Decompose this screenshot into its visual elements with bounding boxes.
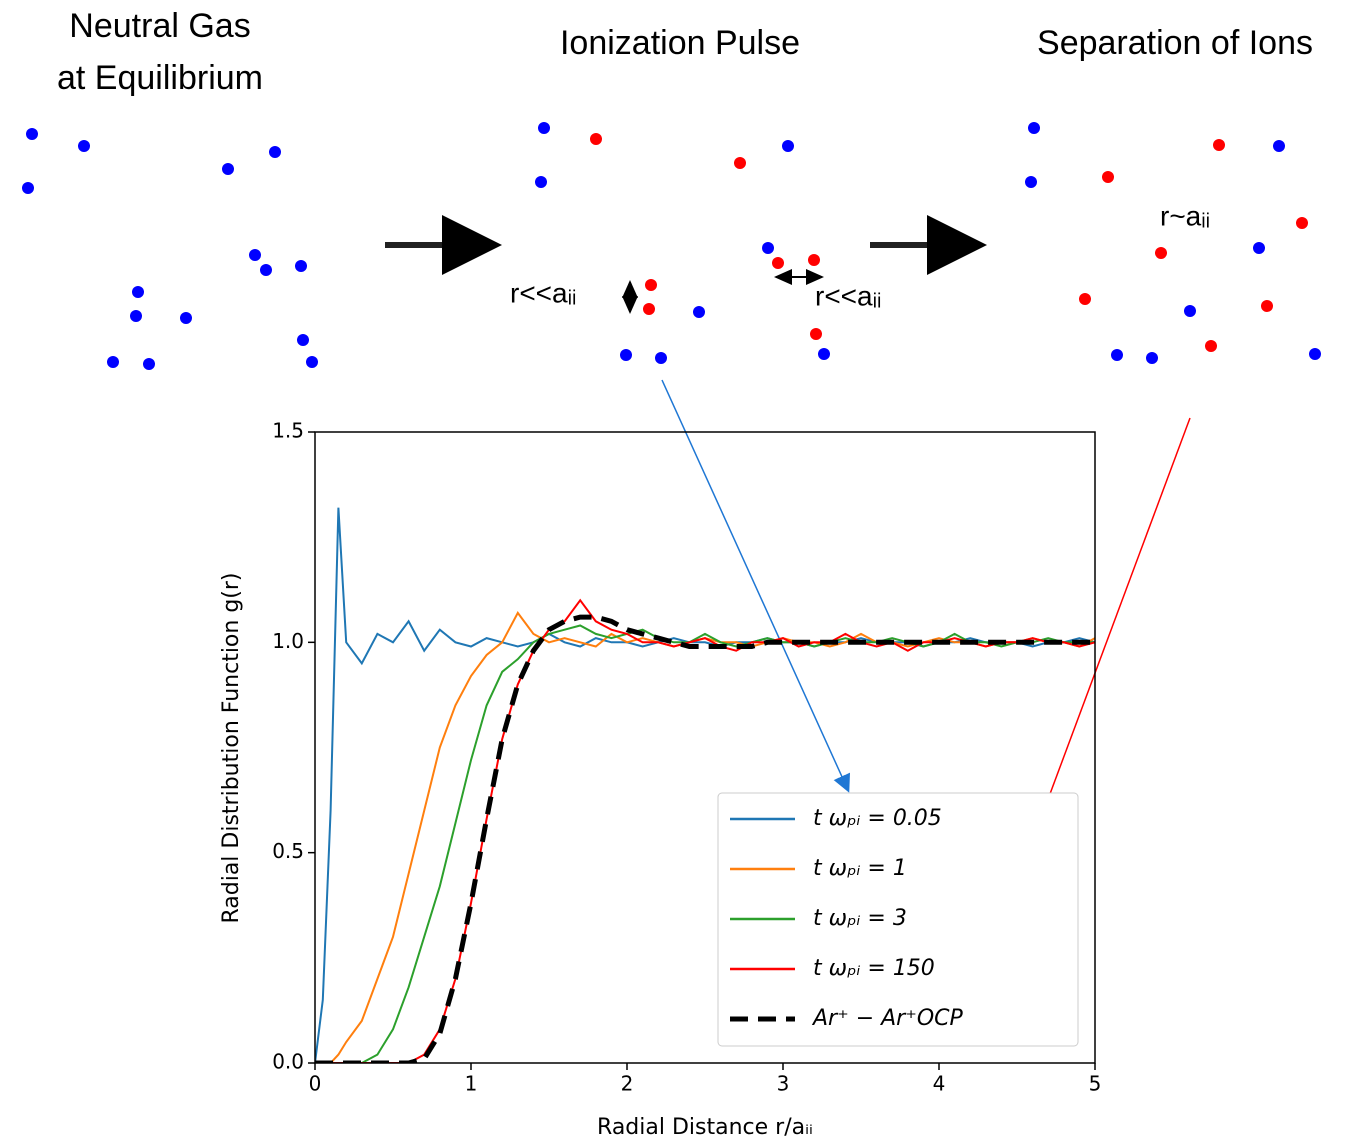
diagram: Neutral Gas at Equilibrium Ionization Pu… (22, 7, 1321, 958)
chart: Radial Distance r/aᵢᵢ Radial Distributio… (219, 419, 1101, 1141)
distance-label: r~aᵢᵢ (1160, 200, 1210, 231)
legend-label: t ωₚᵢ = 3 (813, 906, 907, 931)
y-tick-label: 0.5 (272, 839, 304, 863)
distance-label: r<<aᵢᵢ (815, 280, 881, 311)
legend-box (717, 792, 1079, 1047)
panel-title: Ionization Pulse (560, 24, 800, 62)
x-tick-label: 5 (1089, 1072, 1102, 1096)
legend-label: t ωₚᵢ = 150 (813, 956, 935, 981)
pointer-arrow (661, 379, 850, 793)
y-axis-label: Radial Distribution Function g(r) (219, 572, 244, 923)
panel-title: Separation of Ions (1037, 24, 1313, 62)
x-tick-label: 3 (777, 1072, 790, 1096)
panel-title: at Equilibrium (57, 59, 263, 97)
y-tick-label: 1.5 (272, 419, 304, 443)
x-tick-label: 2 (621, 1072, 634, 1096)
x-tick-label: 0 (309, 1072, 322, 1096)
distance-label: r<<aᵢᵢ (510, 277, 576, 308)
series-line (315, 598, 1095, 1063)
y-tick-label: 0.0 (272, 1050, 304, 1074)
x-tick-label: 1 (465, 1072, 478, 1096)
x-tick-label: 4 (933, 1072, 946, 1096)
legend-label: t ωₚᵢ = 1 (813, 856, 907, 881)
legend-label: Ar⁺ − Ar⁺OCP (811, 1006, 964, 1031)
plot-frame (314, 431, 1096, 1064)
x-axis-label: Radial Distance r/aᵢᵢ (597, 1115, 813, 1140)
legend-label: t ωₚᵢ = 0.05 (813, 806, 942, 831)
particles (22, 122, 1321, 370)
y-tick-label: 1.0 (272, 629, 304, 653)
series-line (315, 614, 1095, 1063)
panel-title: Neutral Gas (69, 7, 250, 45)
